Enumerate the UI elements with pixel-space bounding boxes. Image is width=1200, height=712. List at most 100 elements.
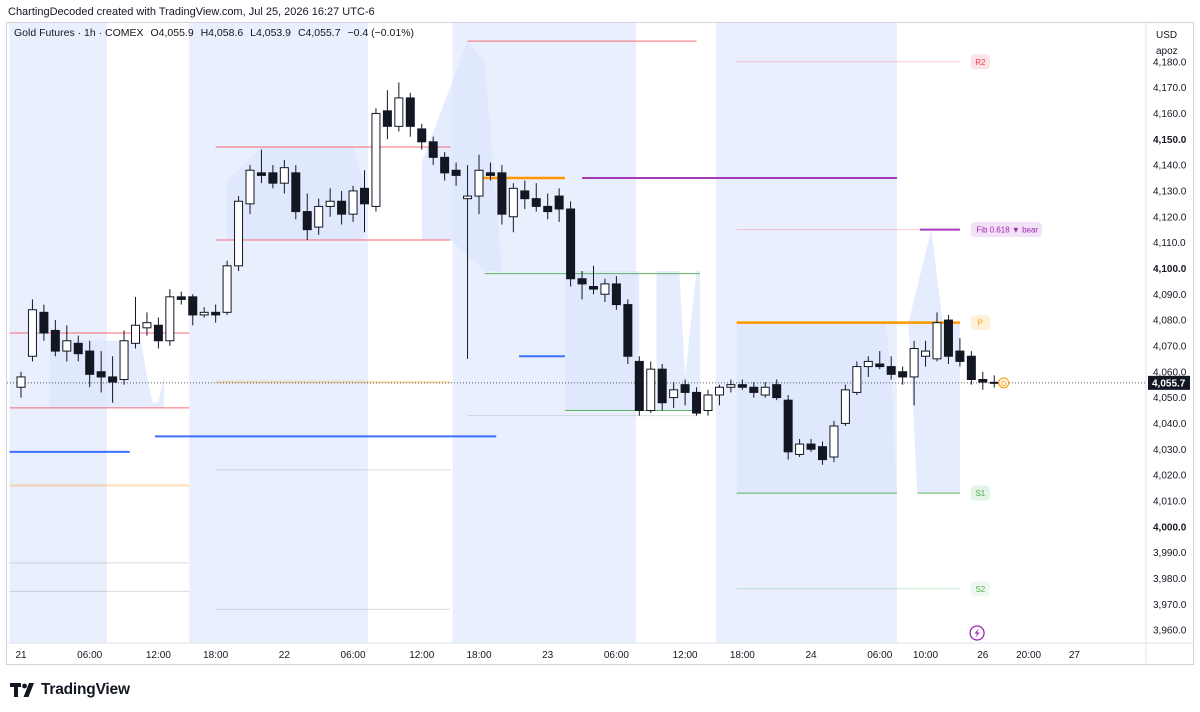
candle-37[interactable]	[440, 156, 450, 174]
candle-10[interactable]	[131, 324, 140, 344]
candle-83[interactable]	[966, 355, 976, 380]
candle-9[interactable]	[119, 340, 129, 380]
candle-21[interactable]	[256, 172, 266, 176]
candle-81[interactable]	[943, 319, 953, 357]
candle-31[interactable]	[371, 112, 381, 207]
candle-65[interactable]	[760, 386, 770, 396]
candle-33[interactable]	[394, 97, 404, 127]
candle-23[interactable]	[279, 167, 289, 184]
level-label-2: P	[978, 319, 983, 328]
candle-40[interactable]	[474, 169, 484, 197]
session-shade-2	[189, 23, 368, 643]
candle-41[interactable]	[485, 172, 495, 176]
candle-43[interactable]	[508, 187, 518, 218]
candle-49[interactable]	[577, 278, 587, 285]
candle-68[interactable]	[795, 443, 805, 455]
candle-28[interactable]	[337, 200, 347, 215]
candle-44[interactable]	[520, 190, 530, 200]
legend-symbol[interactable]: Gold Futures · 1h · COMEX	[14, 27, 144, 39]
candle-38[interactable]	[451, 169, 461, 176]
candle-32[interactable]	[382, 110, 392, 127]
candle-39[interactable]	[463, 195, 473, 200]
candle-50[interactable]	[589, 286, 598, 290]
candle-63[interactable]	[737, 384, 747, 388]
candle-22[interactable]	[268, 172, 278, 184]
candle-24[interactable]	[291, 172, 301, 213]
candle-45[interactable]	[531, 198, 541, 207]
candle-35[interactable]	[417, 128, 427, 143]
candle-69[interactable]	[806, 443, 816, 450]
candle-42[interactable]	[497, 172, 507, 215]
candle-54[interactable]	[634, 360, 644, 411]
candle-20[interactable]	[245, 169, 255, 205]
candle-27[interactable]	[325, 200, 335, 207]
candle-76[interactable]	[886, 366, 896, 375]
candle-7[interactable]	[96, 371, 106, 378]
candle-58[interactable]	[680, 384, 690, 393]
candle-51[interactable]	[600, 283, 610, 295]
level-label-box-0[interactable]	[970, 54, 990, 70]
candle-16[interactable]	[199, 311, 209, 316]
candle-2[interactable]	[39, 311, 49, 334]
candle-57[interactable]	[669, 389, 679, 399]
candle-11[interactable]	[142, 322, 152, 329]
candle-25[interactable]	[302, 211, 312, 231]
candle-62[interactable]	[726, 384, 736, 388]
candle-0[interactable]	[16, 376, 26, 388]
candle-53[interactable]	[623, 304, 633, 357]
candle-70[interactable]	[818, 446, 827, 461]
tradingview-logo[interactable]: TradingView	[10, 681, 130, 699]
candle-34[interactable]	[405, 97, 415, 127]
candle-56[interactable]	[657, 368, 667, 404]
candle-75[interactable]	[875, 363, 885, 368]
candle-36[interactable]	[428, 141, 438, 158]
candle-82[interactable]	[955, 350, 965, 362]
candle-85[interactable]	[989, 381, 999, 384]
candle-47[interactable]	[554, 195, 564, 210]
level-label-box-4[interactable]	[970, 485, 990, 501]
candle-30[interactable]	[360, 187, 369, 205]
candle-14[interactable]	[176, 296, 186, 300]
x-tick-label: 21	[15, 650, 27, 661]
candle-26[interactable]	[314, 205, 324, 228]
candle-12[interactable]	[153, 324, 163, 342]
candle-74[interactable]	[863, 360, 873, 368]
candle-17[interactable]	[211, 311, 221, 316]
candle-19[interactable]	[234, 200, 244, 267]
level-label-box-1[interactable]	[970, 222, 1042, 238]
candle-13[interactable]	[165, 296, 175, 342]
candle-78[interactable]	[909, 348, 919, 378]
candle-72[interactable]	[840, 389, 850, 424]
candle-15[interactable]	[188, 296, 198, 316]
candle-61[interactable]	[714, 386, 724, 396]
candle-29[interactable]	[348, 190, 358, 215]
candle-46[interactable]	[543, 205, 553, 213]
candle-60[interactable]	[703, 394, 713, 411]
candle-48[interactable]	[566, 208, 576, 280]
candle-55[interactable]	[646, 368, 656, 411]
candle-59[interactable]	[692, 391, 702, 414]
candle-71[interactable]	[829, 425, 839, 458]
axis-currency[interactable]: USD	[1156, 30, 1178, 41]
candle-5[interactable]	[73, 342, 83, 355]
candle-66[interactable]	[772, 384, 782, 399]
level-label-box-5[interactable]	[970, 581, 990, 597]
candle-73[interactable]	[852, 366, 862, 393]
candle-6[interactable]	[85, 350, 95, 375]
daily-marker[interactable]	[998, 377, 1010, 389]
candle-67[interactable]	[783, 399, 793, 453]
candle-3[interactable]	[50, 329, 60, 352]
candle-77[interactable]	[898, 371, 908, 378]
candle-4[interactable]	[62, 340, 72, 352]
candle-18[interactable]	[222, 265, 232, 313]
level-label-box-2[interactable]	[970, 315, 990, 331]
candle-79[interactable]	[921, 350, 931, 357]
candle-1[interactable]	[27, 309, 37, 357]
candle-52[interactable]	[611, 283, 621, 306]
y-tick-label: 4,130.0	[1153, 186, 1187, 197]
candle-84[interactable]	[978, 379, 988, 383]
candle-64[interactable]	[749, 386, 759, 393]
candle-8[interactable]	[108, 376, 118, 383]
candle-80[interactable]	[932, 322, 942, 360]
